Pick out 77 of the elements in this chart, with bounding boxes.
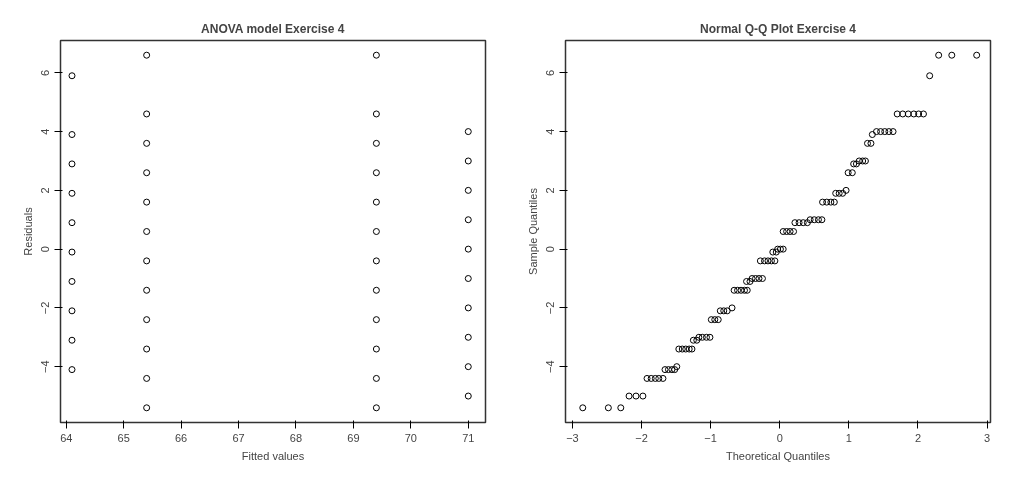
point [68, 307, 76, 315]
point [372, 198, 380, 206]
x-tick-label: 69 [347, 431, 360, 444]
x-axis-title: Fitted values [241, 449, 305, 462]
point [372, 169, 380, 177]
x-tick-label: 2 [914, 431, 922, 444]
y-tick-label: 0 [544, 246, 557, 253]
x-tick-label: 1 [845, 431, 852, 444]
y-tick-label: 4 [39, 128, 52, 135]
point [372, 404, 380, 412]
point [372, 228, 380, 235]
point [372, 139, 380, 147]
point [143, 228, 151, 235]
y-tick-label: −4 [39, 360, 52, 373]
point [464, 275, 472, 283]
point [143, 316, 151, 324]
x-tick-label: −3 [566, 431, 579, 444]
y-tick-label: 6 [544, 69, 557, 76]
point [372, 110, 380, 118]
point [464, 128, 472, 136]
y-tick-label: −2 [39, 301, 52, 315]
x-tick-label: −2 [635, 431, 648, 444]
x-tick-label: 0 [776, 431, 783, 444]
point [68, 277, 76, 285]
point [143, 345, 151, 353]
y-tick-label: 4 [544, 128, 557, 135]
point [143, 110, 151, 118]
point [68, 248, 76, 256]
x-tick-label: 71 [462, 431, 475, 444]
x-tick-label: 67 [232, 431, 245, 444]
y-tick-label: 2 [39, 187, 52, 194]
point [68, 336, 76, 344]
point [143, 139, 151, 147]
point [372, 286, 380, 294]
y-tick-label: −4 [544, 360, 557, 373]
x-tick-label: 70 [404, 431, 417, 444]
point [464, 333, 472, 341]
point [464, 186, 472, 194]
x-tick-label: 3 [983, 431, 991, 444]
x-tick-label: −1 [704, 431, 717, 444]
point [143, 198, 151, 206]
y-tick-label: 6 [39, 69, 52, 76]
y-tick-label: −2 [544, 301, 557, 315]
x-tick-label: 65 [117, 431, 130, 444]
y-axis-title: Sample Quantiles [526, 187, 539, 275]
point [143, 404, 151, 412]
point [143, 169, 151, 177]
point [464, 392, 472, 400]
point [372, 257, 380, 265]
point [68, 219, 76, 227]
point [68, 189, 76, 197]
x-tick-label: 66 [174, 431, 188, 444]
point [372, 51, 380, 59]
point [143, 286, 151, 294]
chart-title: ANOVA model Exercise 4 [201, 21, 345, 36]
point [143, 257, 151, 265]
point [464, 363, 472, 371]
y-tick-label: 0 [39, 246, 52, 253]
point [372, 316, 380, 324]
point [68, 160, 76, 168]
x-tick-label: 68 [289, 431, 303, 444]
x-tick-label: 64 [60, 431, 73, 444]
point [464, 157, 472, 165]
point [464, 216, 472, 224]
point [372, 374, 380, 382]
point [372, 345, 380, 353]
x-axis-title: Theoretical Quantiles [726, 449, 831, 462]
point [68, 366, 76, 374]
point [68, 72, 76, 80]
chart-title: Normal Q-Q Plot Exercise 4 [699, 21, 857, 36]
point [143, 374, 151, 382]
point [464, 304, 472, 312]
y-tick-label: 2 [544, 187, 557, 194]
point [68, 131, 76, 139]
point [143, 51, 151, 59]
point [464, 245, 472, 253]
y-axis-title: Residuals [21, 206, 34, 256]
